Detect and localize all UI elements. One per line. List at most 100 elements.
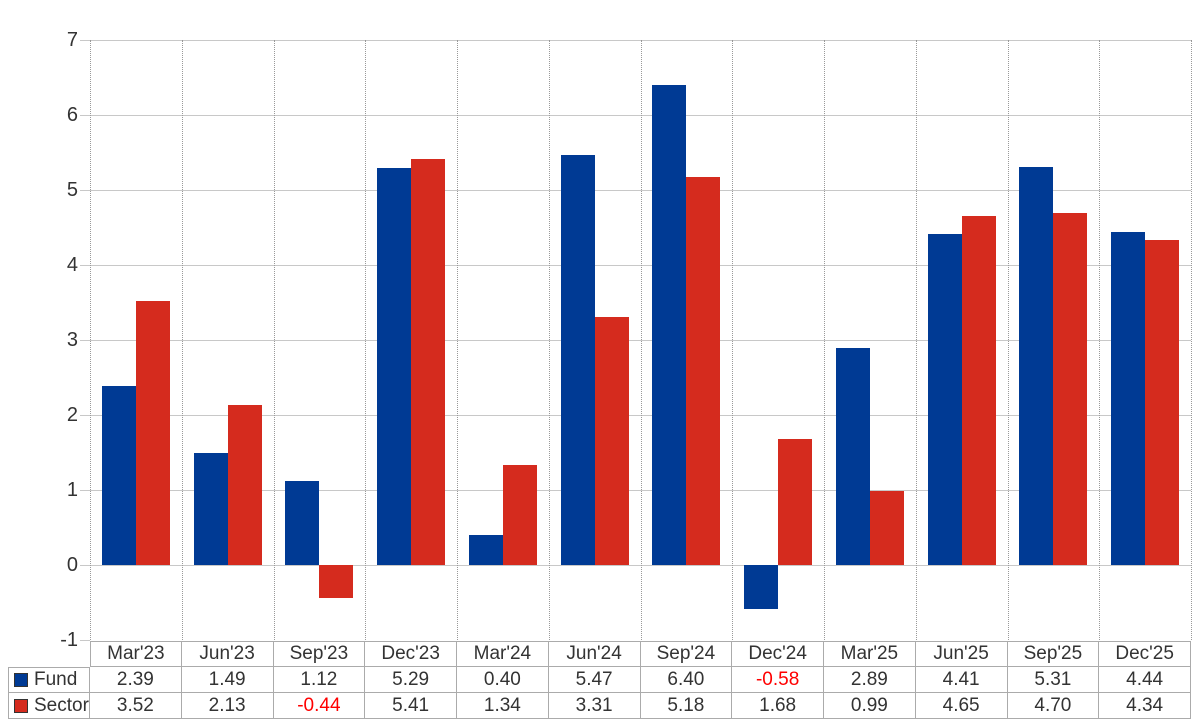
- h-gridline: [80, 415, 1191, 416]
- value-cell: 4.44: [1099, 667, 1191, 693]
- h-gridline: [80, 490, 1191, 491]
- y-tick-label: 4: [66, 254, 78, 276]
- header-cell: Sep'24: [640, 641, 733, 667]
- v-gridline: [273, 40, 275, 640]
- bar-fund-10: [1019, 166, 1054, 565]
- value-cell: 3.52: [90, 693, 182, 719]
- header-cell: Mar'25: [824, 641, 916, 667]
- bar-sector-7: [778, 439, 813, 565]
- value-cell: 5.18: [640, 693, 733, 719]
- h-gridline: [80, 565, 1191, 566]
- value-cell: 4.41: [915, 667, 1008, 693]
- bar-sector-1: [227, 405, 262, 565]
- fund-legend-swatch: [14, 673, 28, 687]
- bar-fund-1: [193, 453, 228, 565]
- value-cell: 2.39: [90, 667, 182, 693]
- header-cell: Dec'25: [1099, 641, 1191, 667]
- y-tick-label: 2: [66, 404, 78, 426]
- value-cell: 0.99: [824, 693, 916, 719]
- y-tick-label: -1: [60, 629, 78, 651]
- h-gridline: [80, 340, 1191, 341]
- h-gridline: [80, 265, 1191, 266]
- series-label: Fund: [34, 669, 78, 690]
- bar-fund-9: [927, 234, 962, 565]
- value-cell: -0.44: [273, 693, 366, 719]
- y-tick-label: 5: [66, 179, 78, 201]
- bar-fund-5: [560, 154, 595, 565]
- bar-sector-8: [869, 490, 904, 565]
- h-gridline: [80, 115, 1191, 116]
- bar-fund-8: [835, 348, 870, 565]
- bar-fund-7: [744, 565, 779, 609]
- bar-sector-10: [1053, 212, 1088, 565]
- bar-fund-2: [285, 481, 320, 565]
- v-gridline: [1191, 40, 1192, 640]
- legend-cell-fund: Fund: [8, 667, 90, 693]
- value-cell: 2.13: [181, 693, 274, 719]
- bar-fund-11: [1111, 232, 1146, 565]
- h-gridline: [80, 190, 1191, 191]
- value-cell: 0.40: [457, 667, 549, 693]
- sector-legend-swatch: [14, 698, 28, 713]
- bar-sector-2: [319, 565, 354, 598]
- v-gridline: [915, 40, 917, 640]
- h-gridline: [80, 40, 1191, 41]
- value-cell: 4.65: [915, 693, 1008, 719]
- value-cell: 3.31: [548, 693, 641, 719]
- v-gridline: [1099, 40, 1101, 640]
- bar-sector-4: [502, 464, 537, 565]
- y-tick-label: 3: [66, 329, 78, 351]
- value-cell: 6.40: [640, 667, 733, 693]
- v-gridline: [181, 40, 183, 640]
- v-gridline: [90, 40, 91, 640]
- header-cell: Mar'23: [90, 641, 182, 667]
- value-cell: 5.31: [1007, 667, 1100, 693]
- bar-fund-4: [468, 535, 503, 565]
- y-tick-label: 0: [66, 554, 78, 576]
- bar-fund-3: [377, 168, 412, 565]
- plot-area: [80, 40, 1192, 641]
- bar-fund-6: [652, 85, 687, 565]
- header-cell: Sep'23: [273, 641, 366, 667]
- value-cell: 1.34: [457, 693, 549, 719]
- header-cell: Jun'24: [548, 641, 641, 667]
- header-cell: Jun'23: [181, 641, 274, 667]
- y-tick-label: 7: [66, 29, 78, 51]
- bar-sector-3: [411, 159, 446, 565]
- value-cell: 1.12: [273, 667, 366, 693]
- v-gridline: [1007, 40, 1009, 640]
- bar-sector-0: [135, 301, 170, 565]
- table-header-row: Mar'23 Jun'23 Sep'23 Dec'23 Mar'24 Jun'24 Sep'…: [90, 641, 1191, 667]
- y-tick-label: 6: [66, 104, 78, 126]
- value-cell: 4.34: [1099, 693, 1191, 719]
- value-cell: 5.29: [365, 667, 457, 693]
- header-cell: Jun'25: [915, 641, 1008, 667]
- value-cell: 4.70: [1007, 693, 1100, 719]
- y-tick-label: 1: [66, 479, 78, 501]
- v-gridline: [732, 40, 734, 640]
- bar-fund-0: [101, 385, 136, 565]
- table-row-sector: Sector 3.52 2.13 -0.44 5.41 1.34 3.31 5.18 1.68 0…: [8, 693, 1191, 719]
- legend-cell-sector: Sector: [8, 693, 90, 719]
- header-cell: Dec'24: [732, 641, 824, 667]
- v-gridline: [365, 40, 367, 640]
- series-label: Sector: [34, 694, 89, 716]
- v-gridline: [457, 40, 458, 640]
- value-cell: 1.49: [181, 667, 274, 693]
- bar-sector-11: [1145, 239, 1180, 565]
- value-cell: -0.58: [732, 667, 824, 693]
- header-cell: Mar'24: [457, 641, 549, 667]
- v-gridline: [548, 40, 550, 640]
- bar-sector-9: [961, 216, 996, 565]
- v-gridline: [824, 40, 825, 640]
- h-gridline: [80, 640, 90, 641]
- value-cell: 5.41: [365, 693, 457, 719]
- header-cell: Sep'25: [1007, 641, 1100, 667]
- header-cell: Dec'23: [365, 641, 457, 667]
- value-cell: 2.89: [824, 667, 916, 693]
- value-cell: 5.47: [548, 667, 641, 693]
- bar-sector-6: [686, 176, 721, 565]
- table-row-fund: Fund 2.39 1.49 1.12 5.29 0.40 5.47 6.40 -0.58 2.8…: [8, 667, 1191, 693]
- bar-sector-5: [594, 316, 629, 565]
